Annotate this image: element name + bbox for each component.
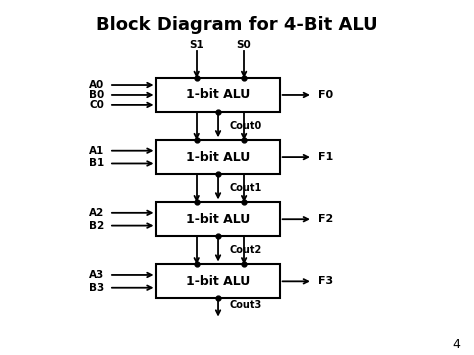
Text: Cout2: Cout2	[230, 245, 262, 255]
Text: F0: F0	[318, 90, 333, 100]
Text: F2: F2	[318, 214, 333, 224]
Bar	[156, 78, 280, 112]
Text: 1-bit ALU: 1-bit ALU	[186, 88, 250, 102]
Text: F3: F3	[318, 276, 333, 286]
Text: 1-bit ALU: 1-bit ALU	[186, 151, 250, 164]
Text: A1: A1	[89, 146, 104, 156]
Text: B2: B2	[89, 220, 104, 231]
Text: Block Diagram for 4-Bit ALU: Block Diagram for 4-Bit ALU	[96, 16, 378, 34]
Text: A2: A2	[89, 208, 104, 218]
Text: S1: S1	[189, 40, 204, 50]
Text: Cout0: Cout0	[230, 121, 262, 131]
Text: Cout3: Cout3	[230, 300, 262, 310]
Text: F1: F1	[318, 152, 333, 162]
Text: C0: C0	[90, 100, 104, 110]
Text: A0: A0	[89, 80, 104, 90]
Bar	[156, 140, 280, 174]
Text: 1-bit ALU: 1-bit ALU	[186, 275, 250, 288]
Text: 1-bit ALU: 1-bit ALU	[186, 213, 250, 226]
Text: A3: A3	[89, 270, 104, 280]
Text: 4: 4	[452, 338, 460, 351]
Text: B1: B1	[89, 158, 104, 169]
Text: Cout1: Cout1	[230, 183, 262, 193]
Bar	[156, 264, 280, 298]
Text: B3: B3	[89, 283, 104, 293]
Text: S0: S0	[237, 40, 252, 50]
Bar	[156, 202, 280, 236]
Text: B0: B0	[89, 90, 104, 100]
